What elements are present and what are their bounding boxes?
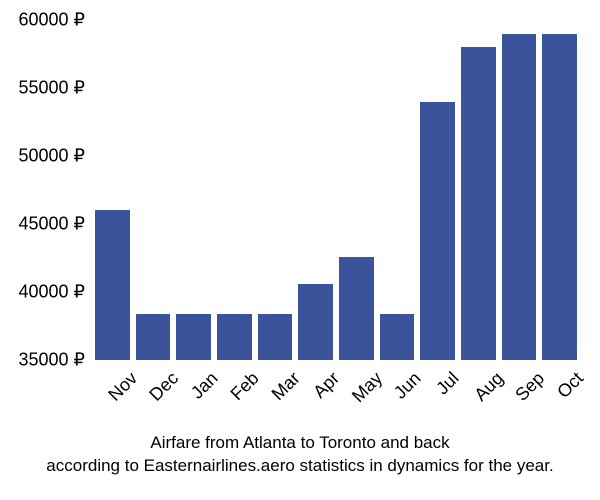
x-tick-label: Apr bbox=[297, 362, 332, 422]
y-tick-label: 40000 ₽ bbox=[5, 282, 85, 303]
x-axis-labels: NovDecJanFebMarAprMayJunJulAugSepOct bbox=[90, 362, 580, 422]
y-tick-label: 60000 ₽ bbox=[5, 10, 85, 31]
bar bbox=[136, 314, 171, 360]
y-tick-label: 55000 ₽ bbox=[5, 78, 85, 99]
x-tick-label: Oct bbox=[541, 362, 576, 422]
bar bbox=[217, 314, 252, 360]
y-tick-label: 45000 ₽ bbox=[5, 214, 85, 235]
x-tick-label: Jan bbox=[175, 362, 210, 422]
y-tick-label: 35000 ₽ bbox=[5, 350, 85, 371]
bars-container bbox=[91, 20, 581, 360]
caption-line-2: according to Easternairlines.aero statis… bbox=[46, 456, 553, 475]
x-tick-label: Nov bbox=[94, 362, 129, 422]
x-tick-label: May bbox=[338, 362, 373, 422]
bar bbox=[542, 34, 577, 360]
x-tick-label: Sep bbox=[501, 362, 536, 422]
x-tick-label: Feb bbox=[216, 362, 251, 422]
bar bbox=[258, 314, 293, 360]
bar bbox=[502, 34, 537, 360]
x-tick-label: Dec bbox=[135, 362, 170, 422]
bar bbox=[176, 314, 211, 360]
chart-caption: Airfare from Atlanta to Toronto and back… bbox=[0, 432, 600, 478]
caption-line-1: Airfare from Atlanta to Toronto and back bbox=[150, 433, 449, 452]
bar bbox=[420, 102, 455, 360]
bar bbox=[380, 314, 415, 360]
plot-area bbox=[90, 20, 581, 361]
bar bbox=[461, 47, 496, 360]
x-tick-label: Jun bbox=[379, 362, 414, 422]
bar bbox=[95, 210, 130, 360]
airfare-chart: NovDecJanFebMarAprMayJunJulAugSepOct Air… bbox=[0, 0, 600, 500]
bar bbox=[339, 257, 374, 360]
bar bbox=[298, 284, 333, 360]
x-tick-label: Jul bbox=[419, 362, 454, 422]
x-tick-label: Aug bbox=[460, 362, 495, 422]
y-tick-label: 50000 ₽ bbox=[5, 146, 85, 167]
x-tick-label: Mar bbox=[257, 362, 292, 422]
